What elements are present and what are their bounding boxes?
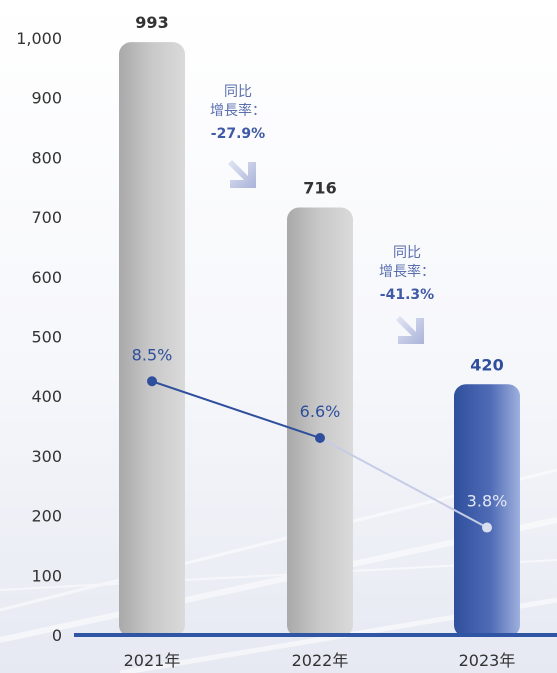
ratio-point (315, 432, 325, 443)
y-tick-label: 100 (31, 566, 62, 585)
y-tick-label: 200 (31, 507, 62, 526)
ratio-label: 6.6% (300, 402, 341, 421)
bar-value-label: 420 (470, 355, 503, 374)
ratio-label: 3.8% (467, 492, 508, 511)
ratio-label: 8.5% (132, 345, 173, 364)
x-category-label: 2021年 (124, 651, 181, 670)
growth-value: -41.3% (380, 287, 434, 303)
bar (454, 384, 520, 637)
x-category-label: 2023年 (459, 651, 516, 670)
growth-label-line2: 增長率： (379, 263, 435, 280)
growth-value: -27.9% (211, 126, 265, 142)
growth-label-line1: 同比 (224, 84, 252, 100)
y-tick-label: 600 (31, 268, 62, 287)
y-tick-label: 400 (31, 387, 62, 406)
y-tick-label: 1,000 (16, 29, 62, 48)
ratio-point (482, 522, 492, 533)
bar (119, 42, 185, 637)
ratio-point (147, 376, 157, 387)
down-right-arrow-icon (228, 160, 256, 188)
bar-value-labels: 993 716 420 (135, 13, 503, 374)
bars-group (119, 42, 520, 637)
y-tick-label: 800 (31, 148, 62, 167)
y-tick-label: 700 (31, 208, 62, 227)
bar-value-label: 993 (135, 13, 168, 32)
ratio-line-group: 8.5% 6.6% 3.8% (132, 345, 508, 533)
y-tick-label: 500 (31, 328, 62, 347)
y-axis-ticks: 0 100 200 300 400 500 600 700 800 900 1,000 (16, 29, 62, 645)
bar-value-label: 716 (303, 179, 336, 198)
y-tick-label: 300 (31, 447, 62, 466)
down-right-arrow-icon (396, 316, 424, 344)
y-tick-label: 0 (52, 626, 62, 645)
growth-label-line1: 同比 (393, 245, 421, 261)
x-category-label: 2022年 (292, 651, 349, 670)
ratio-line-segment (151, 380, 321, 439)
ratio-line-segment (319, 437, 488, 529)
x-axis-category-labels: 2021年 2022年 2023年 (124, 651, 516, 670)
growth-label-line2: 增長率： (210, 102, 266, 119)
bar (287, 207, 353, 637)
y-tick-label: 900 (31, 89, 62, 108)
